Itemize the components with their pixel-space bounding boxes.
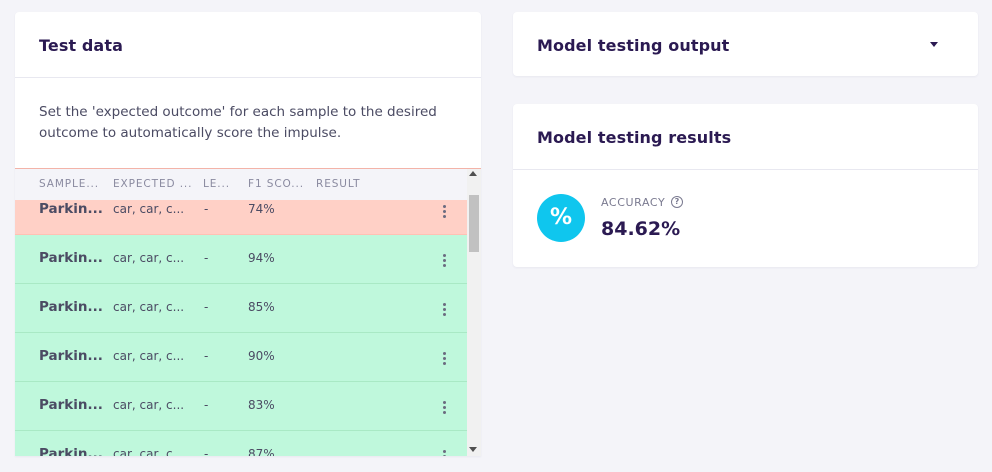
length-value: -	[204, 398, 209, 412]
expected-outcome: car, car, c...	[113, 300, 185, 314]
more-options-icon[interactable]	[443, 254, 447, 268]
table-body: Parkin... car, car, c... - 74% Parkin... car,…	[15, 200, 467, 456]
f1-score-value: 87%	[248, 447, 275, 456]
sample-name: Parkin...	[39, 250, 103, 266]
test-data-description: Set the 'expected outcome' for each samp…	[15, 78, 481, 169]
expected-outcome: car, car, c...	[113, 447, 185, 456]
table-row[interactable]: Parkin... car, car, c... - 83%	[15, 382, 467, 431]
length-value: -	[204, 202, 209, 216]
model-testing-results-card: Model testing results % ACCURACY ? 84.62…	[513, 104, 978, 267]
sample-name: Parkin...	[39, 299, 103, 315]
column-header-sample[interactable]: SAMPLE...	[39, 178, 100, 190]
more-options-icon[interactable]	[443, 352, 447, 366]
f1-score-value: 94%	[248, 251, 275, 265]
column-header-expected[interactable]: EXPECTED ...	[113, 178, 193, 190]
more-options-icon[interactable]	[443, 401, 447, 415]
f1-score-value: 85%	[248, 300, 275, 314]
model-testing-output-title: Model testing output	[537, 36, 730, 55]
table-row[interactable]: Parkin... car, car, c... - 85%	[15, 284, 467, 333]
table-row[interactable]: Parkin... car, car, c... - 94%	[15, 235, 467, 284]
f1-score-value: 74%	[248, 202, 275, 216]
expected-outcome: car, car, c...	[113, 398, 185, 412]
test-data-card: Test data Set the 'expected outcome' for…	[15, 12, 481, 456]
more-options-icon[interactable]	[443, 205, 447, 219]
test-data-header: Test data	[15, 12, 481, 78]
sample-name: Parkin...	[39, 446, 103, 456]
more-options-icon[interactable]	[443, 303, 447, 317]
scrollbar-thumb[interactable]	[469, 195, 479, 252]
scroll-down-arrow-icon[interactable]	[469, 447, 477, 452]
model-testing-results-header: Model testing results	[513, 104, 978, 170]
length-value: -	[204, 251, 209, 265]
table-header: SAMPLE... EXPECTED ... LE... F1 SCO... R…	[15, 169, 467, 200]
help-icon[interactable]: ?	[671, 196, 683, 208]
expected-outcome: car, car, c...	[113, 251, 185, 265]
more-options-icon[interactable]	[443, 450, 447, 456]
length-value: -	[204, 349, 209, 363]
accuracy-label: ACCURACY	[601, 196, 666, 209]
sample-name: Parkin...	[39, 201, 103, 217]
sample-name: Parkin...	[39, 397, 103, 413]
column-header-f1-score[interactable]: F1 SCO...	[248, 178, 305, 190]
expected-outcome: car, car, c...	[113, 349, 185, 363]
f1-score-value: 90%	[248, 349, 275, 363]
table-row[interactable]: Parkin... car, car, c... - 74%	[15, 200, 467, 235]
model-testing-output-card[interactable]: Model testing output	[513, 12, 978, 76]
accuracy-value: 84.62%	[601, 218, 681, 240]
scroll-up-arrow-icon[interactable]	[469, 171, 477, 176]
column-header-length[interactable]: LE...	[203, 178, 230, 190]
expected-outcome: car, car, c...	[113, 202, 185, 216]
table-row[interactable]: Parkin... car, car, c... - 90%	[15, 333, 467, 382]
test-data-title: Test data	[39, 36, 123, 55]
table-row[interactable]: Parkin... car, car, c... - 87%	[15, 431, 467, 456]
f1-score-value: 83%	[248, 398, 275, 412]
caret-down-icon[interactable]	[930, 42, 938, 47]
column-header-result[interactable]: RESULT	[316, 178, 361, 190]
percent-icon: %	[537, 194, 585, 242]
sample-name: Parkin...	[39, 348, 103, 364]
test-data-table: SAMPLE... EXPECTED ... LE... F1 SCO... R…	[15, 169, 481, 456]
model-testing-results-title: Model testing results	[537, 128, 732, 147]
length-value: -	[204, 447, 209, 456]
length-value: -	[204, 300, 209, 314]
